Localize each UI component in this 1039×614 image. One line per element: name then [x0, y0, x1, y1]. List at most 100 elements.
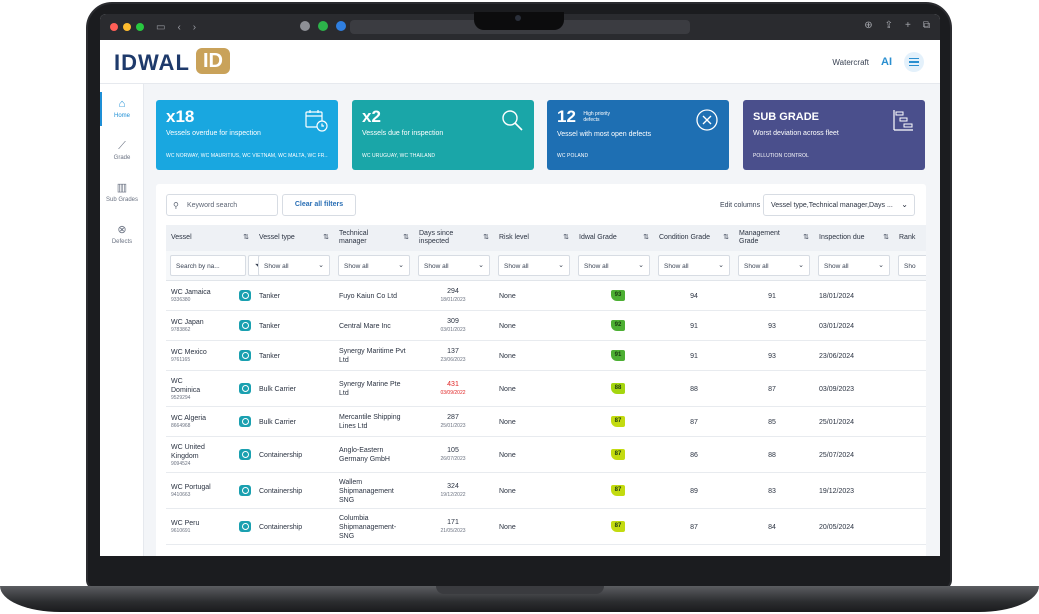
risk-level: None	[499, 488, 516, 495]
column-header[interactable]: Technical manager ⇅	[334, 225, 414, 251]
vessel-details-icon[interactable]	[239, 383, 251, 394]
sort-icon[interactable]: ⇅	[243, 234, 249, 241]
watercraft-link[interactable]: Watercraft	[832, 57, 869, 67]
vessel-details-icon[interactable]	[239, 350, 251, 361]
vessel-name[interactable]: WC Portugal 9410663	[171, 483, 231, 499]
due-card[interactable]: x2 Vessels due for inspection WC URUGUAY…	[352, 100, 534, 170]
column-header[interactable]: Vessel ⇅	[166, 225, 254, 251]
download-icon[interactable]: ⊕	[864, 20, 873, 31]
logo-badge: ID	[196, 48, 230, 74]
table-row[interactable]: WC Mexico 9761165 Tanker Synergy Maritime P…	[166, 341, 926, 371]
vessel-details-icon[interactable]	[239, 290, 251, 301]
clear-filters-button[interactable]: Clear all filters	[282, 194, 356, 216]
vessel-details-icon[interactable]	[239, 320, 251, 331]
column-header[interactable]: Condition Grade ⇅	[654, 225, 734, 251]
vessel-name[interactable]: WC Dominica 9529294	[171, 377, 231, 402]
table-row[interactable]: WC Dominica 9529294 Bulk Carrier Synergy Mar…	[166, 371, 926, 407]
new-tab-icon[interactable]: +	[905, 20, 911, 31]
column-header[interactable]: Inspection due ⇅	[814, 225, 894, 251]
vessel-type: Tanker	[259, 323, 281, 330]
column-filter-select[interactable]: Show all ⌄	[258, 255, 330, 276]
table-row[interactable]: WC Peru 9610691 Containership Columbia Shipm…	[166, 509, 926, 545]
technical-manager-line: Wallem	[339, 478, 363, 486]
vessel-details-icon[interactable]	[239, 416, 251, 427]
sort-icon[interactable]: ⇅	[323, 234, 329, 241]
green-extension-icon[interactable]	[318, 21, 328, 31]
edit-columns-value: Vessel type,Technical manager,Days ...	[771, 202, 893, 209]
vessel-name[interactable]: WC Algeria 8664968	[171, 414, 231, 430]
vessel-name[interactable]: WC Japan 9783862	[171, 318, 231, 334]
technical-manager: Wallem Shipmanagement SNG	[339, 478, 411, 505]
column-filter-select[interactable]: Show all ⌄	[578, 255, 650, 276]
column-filter-select[interactable]: Show all ⌄	[498, 255, 570, 276]
table-row[interactable]: WC United Kingdom 9094524 Containership Angl…	[166, 437, 926, 473]
keyword-search-input[interactable]: ⚲ Keyword search	[166, 194, 278, 216]
sidebar-item-label: Defects	[111, 239, 133, 245]
zoom-window-button[interactable]	[136, 23, 144, 31]
table-row[interactable]: WC Portugal 9410663 Containership Wallem Shi…	[166, 473, 926, 509]
edit-columns-select[interactable]: Vessel type,Technical manager,Days ... ⌄	[763, 194, 915, 216]
minimize-window-button[interactable]	[123, 23, 131, 31]
blue-extension-icon[interactable]	[336, 21, 346, 31]
tabs-overview-icon[interactable]: ⧉	[922, 20, 930, 31]
vessel-details-icon[interactable]	[239, 521, 251, 532]
share-icon[interactable]: ⇪	[884, 20, 894, 31]
days-since-inspected: 431 03/09/2022	[418, 380, 488, 398]
table-row[interactable]: WC Jamaica 9336380 Tanker Fuyo Kaiun Co Ltd…	[166, 281, 926, 311]
column-filter-select[interactable]: Show all ⌄	[418, 255, 490, 276]
bar-chart-icon: ▥	[116, 182, 128, 194]
idwal-grade-badge: 93	[611, 290, 625, 301]
column-header[interactable]: Management Grade ⇅	[734, 225, 814, 251]
column-header[interactable]: Idwal Grade ⇅	[574, 225, 654, 251]
vessel-search-input[interactable]: Search by na...	[170, 255, 246, 276]
vessel-details-icon[interactable]	[239, 449, 251, 460]
sidebar-item-defects[interactable]: ⊗ Defects	[100, 224, 144, 245]
column-header[interactable]: Rank	[894, 225, 926, 251]
technical-manager: Mercantile Shipping Lines Ltd	[339, 413, 411, 431]
sort-icon[interactable]: ⇅	[803, 234, 809, 241]
column-header[interactable]: Risk level ⇅	[494, 225, 574, 251]
sidebar-item-grade[interactable]: ⟋ Grade	[100, 140, 144, 161]
idwal-grade-badge: 92	[611, 320, 625, 331]
sidebar-item-sub-grades[interactable]: ▥ Sub Grades	[100, 182, 144, 203]
vessel-name[interactable]: WC Jamaica 9336380	[171, 288, 231, 304]
vessel-name[interactable]: WC Peru 9610691	[171, 519, 231, 535]
menu-button[interactable]	[904, 52, 924, 72]
sidebar-toggle-icon[interactable]: ▭	[156, 21, 166, 33]
column-filter-select[interactable]: Show all ⌄	[818, 255, 890, 276]
technical-manager-line: Synergy Marine Pte	[339, 381, 401, 388]
table-row[interactable]: WC Algeria 8664968 Bulk Carrier Mercantile …	[166, 407, 926, 437]
sort-icon[interactable]: ⇅	[563, 234, 569, 241]
ai-button[interactable]: AI	[881, 56, 892, 68]
column-filter-select[interactable]: Show all ⌄	[338, 255, 410, 276]
column-filter-select[interactable]: Sho	[898, 255, 926, 276]
table-row[interactable]: WC Japan 9783862 Tanker Central Mare Inc 309…	[166, 311, 926, 341]
vessel-details-icon[interactable]	[239, 485, 251, 496]
vessel-type: Bulk Carrier	[259, 419, 296, 426]
defects-card[interactable]: 12 High priority defects Vessel with most…	[547, 100, 729, 170]
sort-icon[interactable]: ⇅	[883, 234, 889, 241]
sort-icon[interactable]: ⇅	[403, 234, 409, 241]
forward-icon[interactable]: ›	[192, 21, 197, 33]
column-filter-select[interactable]: Show all ⌄	[738, 255, 810, 276]
vessel-name[interactable]: WC Mexico 9761165	[171, 348, 231, 364]
inspection-due: 23/06/2024	[819, 353, 855, 360]
shield-extension-icon[interactable]	[300, 21, 310, 31]
column-header[interactable]: Days since inspected ⇅	[414, 225, 494, 251]
card-description: Vessel with most open defects	[557, 131, 652, 138]
sidebar-item-home[interactable]: ⌂ Home	[100, 92, 144, 126]
risk-level: None	[499, 524, 516, 531]
vessel-name[interactable]: WC United Kingdom 9094524	[171, 443, 231, 468]
idwal-grade-badge: 87	[611, 416, 625, 427]
column-header[interactable]: Vessel type ⇅	[254, 225, 334, 251]
sub-grade-card[interactable]: SUB GRADE Worst deviation across fleet P…	[743, 100, 925, 170]
overdue-card[interactable]: x18 Vessels overdue for inspection WC NO…	[156, 100, 338, 170]
technical-manager: Fuyo Kaiun Co Ltd	[339, 292, 411, 301]
back-icon[interactable]: ‹	[177, 21, 181, 33]
sort-icon[interactable]: ⇅	[483, 234, 489, 241]
sort-icon[interactable]: ⇅	[643, 234, 649, 241]
close-window-button[interactable]	[110, 23, 118, 31]
sort-icon[interactable]: ⇅	[723, 234, 729, 241]
column-filter-select[interactable]: Show all ⌄	[658, 255, 730, 276]
days-since-inspected: 309 03/01/2023	[418, 317, 488, 335]
